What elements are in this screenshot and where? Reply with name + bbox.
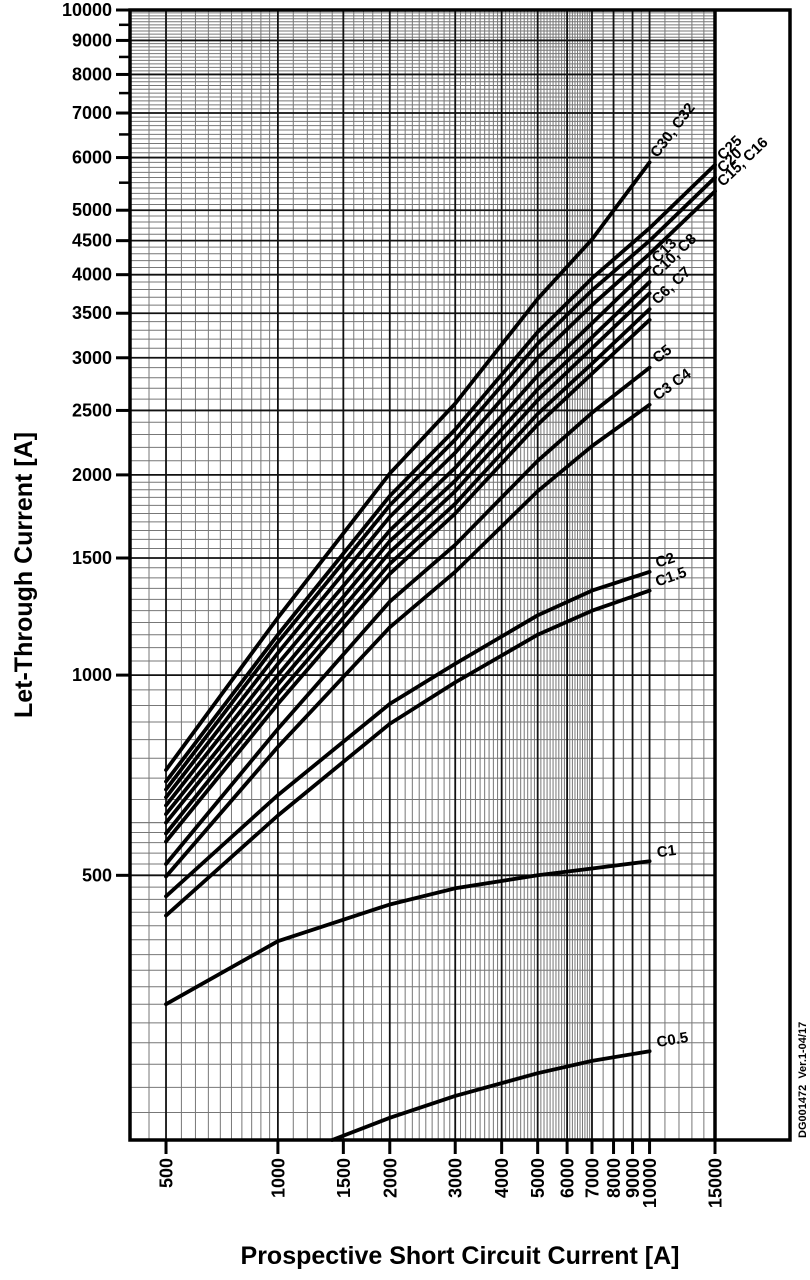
x-axis-title: Prospective Short Circuit Current [A] <box>241 1242 680 1270</box>
curve-C0.5 <box>330 1049 652 1142</box>
x-tick-label: 2000 <box>380 1158 400 1198</box>
curve-C1.5 <box>164 588 652 918</box>
y-tick-label: 9000 <box>72 30 112 50</box>
y-tick-label: 7000 <box>72 103 112 123</box>
curve-label-C5: C5 <box>650 341 676 366</box>
x-tick-label: 10000 <box>640 1158 660 1208</box>
y-tick-label: 1500 <box>72 548 112 568</box>
plot-frame <box>128 8 792 1142</box>
x-tick-label: 3000 <box>446 1158 466 1198</box>
curve-C30, C32 <box>164 160 652 772</box>
curve-C2 <box>164 569 652 899</box>
curve-C3 C4 <box>164 402 652 879</box>
curve-C10 <box>164 280 652 816</box>
y-axis-tick-labels: 500 1000 1500 2000 2500 3000 3500 4000 4500 5000 6… <box>62 0 112 885</box>
x-tick-label: 9000 <box>623 1158 643 1198</box>
x-tick-label: 6000 <box>558 1158 578 1198</box>
y-tick-label: 4000 <box>72 265 112 285</box>
curve-label-C1: C1 <box>656 842 677 861</box>
curve-label-C0.5: C0.5 <box>655 1029 689 1051</box>
y-tick-label: 10000 <box>62 0 112 20</box>
curve-C13 <box>164 265 652 808</box>
curve-C15, C16 <box>164 189 717 800</box>
x-tick-label: 7000 <box>582 1158 602 1198</box>
y-tick-label: 500 <box>82 865 112 885</box>
y-tick-label: 4500 <box>72 231 112 251</box>
curve-label-C2: C2 <box>654 549 678 571</box>
curve-C8 <box>164 291 652 825</box>
y-tick-label: 8000 <box>72 64 112 84</box>
x-tick-label: 5000 <box>528 1158 548 1198</box>
x-tick-label: 4000 <box>492 1158 512 1198</box>
curve-label-C3 C4: C3 C4 <box>650 365 695 404</box>
x-tick-label: 500 <box>157 1158 177 1188</box>
outer-frame <box>128 8 792 1142</box>
x-tick-label: 8000 <box>604 1158 624 1198</box>
curves <box>164 160 717 1142</box>
x-tick-label: 15000 <box>706 1158 726 1208</box>
y-axis-title: Let-Through Current [A] <box>10 432 38 718</box>
curve-C5 <box>164 365 652 866</box>
y-tick-label: 3000 <box>72 348 112 368</box>
x-tick-label: 1000 <box>268 1158 288 1198</box>
curve-C25 <box>164 163 717 784</box>
x-axis-tick-labels: 500 1000 1500 2000 3000 4000 5000 6000 7000 8000 9… <box>157 1158 726 1208</box>
x-tick-label: 1500 <box>334 1158 354 1198</box>
y-tick-label: 1000 <box>72 665 112 685</box>
curve-C6 <box>164 318 652 844</box>
y-tick-label: 2000 <box>72 465 112 485</box>
y-tick-label: 2500 <box>72 400 112 420</box>
curve-C1 <box>164 859 652 1007</box>
axis-ticks <box>116 8 717 1154</box>
y-tick-label: 5000 <box>72 200 112 220</box>
y-tick-label: 6000 <box>72 148 112 168</box>
doc-number: DG001472 Ver.1-04/17 <box>797 1022 809 1138</box>
curve-C7 <box>164 307 652 836</box>
curve-C20 <box>164 175 717 792</box>
y-tick-label: 3500 <box>72 303 112 323</box>
